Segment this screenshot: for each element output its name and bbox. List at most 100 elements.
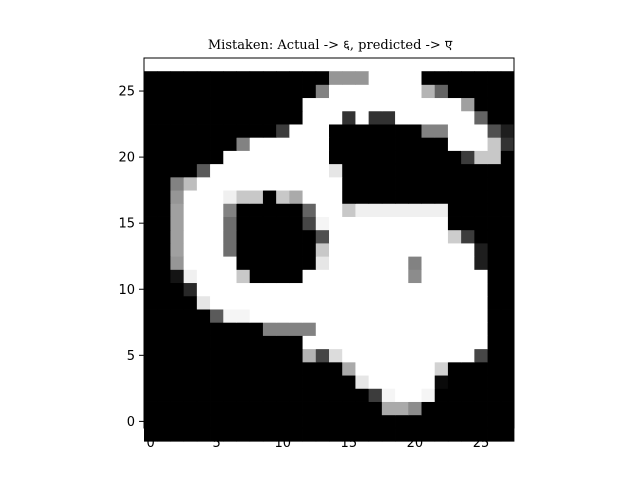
pixel-cell bbox=[461, 295, 475, 310]
pixel-cell bbox=[461, 84, 475, 99]
pixel-cell bbox=[196, 150, 211, 165]
pixel-cell bbox=[381, 309, 396, 323]
pixel-cell bbox=[210, 309, 224, 323]
pixel-cell bbox=[196, 84, 211, 99]
pixel-cell bbox=[223, 401, 237, 416]
pixel-cell bbox=[355, 163, 370, 178]
pixel-cell bbox=[157, 335, 171, 350]
pixel-cell bbox=[395, 110, 409, 125]
pixel-cell bbox=[276, 256, 290, 270]
pixel-cell bbox=[395, 335, 409, 350]
pixel-cell bbox=[183, 124, 198, 138]
pixel-cell bbox=[395, 309, 409, 323]
pixel-cell bbox=[144, 348, 158, 363]
pixel-cell bbox=[461, 375, 475, 389]
pixel-cell bbox=[196, 110, 211, 125]
pixel-cell bbox=[144, 190, 158, 204]
pixel-cell bbox=[223, 229, 237, 244]
pixel-cell bbox=[223, 361, 237, 376]
pixel-cell bbox=[276, 176, 290, 191]
pixel-cell bbox=[262, 256, 277, 270]
pixel-cell bbox=[447, 190, 462, 204]
pixel-cell bbox=[183, 335, 198, 350]
pixel-cell bbox=[236, 84, 251, 99]
pixel-cell bbox=[487, 216, 502, 231]
pixel-cell bbox=[447, 256, 462, 270]
pixel-cell bbox=[381, 295, 396, 310]
pixel-cell bbox=[329, 256, 343, 270]
pixel-cell bbox=[381, 124, 396, 138]
pixel-cell bbox=[157, 428, 171, 442]
pixel-cell bbox=[355, 414, 370, 429]
pixel-cell bbox=[249, 110, 264, 125]
pixel-cell bbox=[500, 243, 515, 257]
pixel-cell bbox=[157, 190, 171, 204]
pixel-cell bbox=[329, 97, 343, 112]
pixel-cell bbox=[461, 282, 475, 297]
pixel-cell bbox=[395, 124, 409, 138]
pixel-cell bbox=[289, 335, 303, 350]
pixel-cell bbox=[329, 110, 343, 125]
pixel-cell bbox=[196, 190, 211, 204]
pixel-cell bbox=[434, 269, 449, 284]
pixel-cell bbox=[474, 428, 488, 442]
pixel-cell bbox=[262, 84, 277, 99]
pixel-cell bbox=[289, 388, 303, 402]
pixel-cell bbox=[500, 256, 515, 270]
pixel-cell bbox=[183, 428, 198, 442]
pixel-cell bbox=[395, 203, 409, 217]
pixel-cell bbox=[183, 229, 198, 244]
pixel-cell bbox=[434, 348, 449, 363]
pixel-cell bbox=[210, 137, 224, 151]
pixel-cell bbox=[368, 295, 383, 310]
pixel-cell bbox=[157, 163, 171, 178]
pixel-cell bbox=[381, 256, 396, 270]
pixel-cell bbox=[461, 110, 475, 125]
pixel-cell bbox=[315, 282, 330, 297]
pixel-cell bbox=[487, 282, 502, 297]
pixel-cell bbox=[289, 375, 303, 389]
pixel-cell bbox=[262, 295, 277, 310]
pixel-cell bbox=[381, 137, 396, 151]
pixel-cell bbox=[434, 190, 449, 204]
pixel-cell bbox=[196, 414, 211, 429]
x-tick-label: 5 bbox=[213, 436, 221, 451]
pixel-cell bbox=[342, 84, 356, 99]
pixel-cell bbox=[342, 124, 356, 138]
pixel-cell bbox=[408, 243, 422, 257]
pixel-cell bbox=[249, 361, 264, 376]
pixel-cell bbox=[289, 309, 303, 323]
pixel-cell bbox=[210, 269, 224, 284]
pixel-cell bbox=[236, 361, 251, 376]
pixel-cell bbox=[342, 137, 356, 151]
pixel-cell bbox=[183, 150, 198, 165]
pixel-cell bbox=[223, 348, 237, 363]
pixel-cell bbox=[342, 71, 356, 85]
pixel-cell bbox=[395, 269, 409, 284]
pixel-cell bbox=[434, 282, 449, 297]
pixel-cell bbox=[368, 269, 383, 284]
pixel-cell bbox=[408, 388, 422, 402]
pixel-cell bbox=[302, 216, 317, 231]
pixel-cell bbox=[196, 203, 211, 217]
pixel-cell bbox=[447, 229, 462, 244]
pixel-cell bbox=[223, 203, 237, 217]
pixel-cell bbox=[329, 203, 343, 217]
pixel-cell bbox=[461, 256, 475, 270]
pixel-cell bbox=[196, 97, 211, 112]
pixel-cell bbox=[144, 361, 158, 376]
pixel-cell bbox=[196, 137, 211, 151]
pixel-cell bbox=[500, 229, 515, 244]
pixel-cell bbox=[289, 229, 303, 244]
pixel-cell bbox=[368, 176, 383, 191]
pixel-cell bbox=[236, 163, 251, 178]
pixel-cell bbox=[381, 229, 396, 244]
pixel-cell bbox=[144, 428, 158, 442]
pixel-cell bbox=[249, 269, 264, 284]
pixel-cell bbox=[315, 216, 330, 231]
pixel-cell bbox=[315, 348, 330, 363]
pixel-cell bbox=[329, 282, 343, 297]
pixel-cell bbox=[434, 124, 449, 138]
pixel-cell bbox=[447, 216, 462, 231]
pixel-cell bbox=[315, 97, 330, 112]
